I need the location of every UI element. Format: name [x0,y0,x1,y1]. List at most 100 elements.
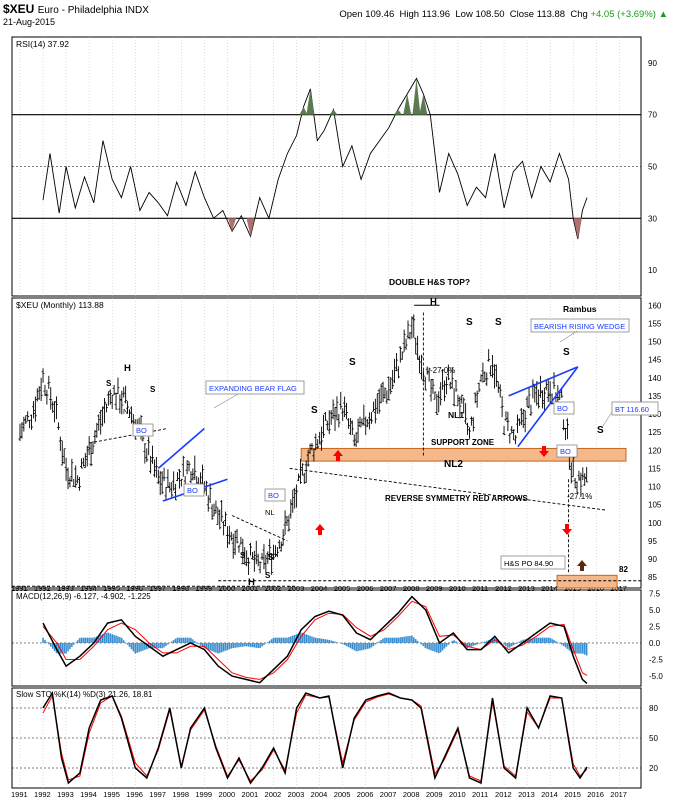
price-tick-label: 160 [648,301,662,310]
chart-annotation: S [349,357,356,368]
year-tick-label: 1995 [103,584,120,593]
wedge-upper [508,366,579,397]
price-tick-label: 105 [648,501,662,510]
rsi-oversold-fill [246,218,255,237]
year-tick-label: 2000 [218,584,235,593]
macd-tick-label: 0.0 [649,639,661,648]
wedge-lower [517,366,579,448]
bo-label-box [264,488,286,502]
chart-annotation: S [311,405,318,416]
neckline-2001 [231,515,288,542]
chart-annotation: Rambus [563,304,597,314]
bear-flag-upper [157,427,205,469]
neckline-1994 [89,428,168,444]
bear-flag-label-box [205,380,305,395]
year-tick-label: 2015 [564,790,581,799]
po-label: H&S PO 84.90 [504,559,553,568]
brown-up-arrow [577,560,587,571]
price-panel-frame [11,297,642,589]
price-tick-label: 150 [648,338,662,347]
year-tick-label: 1994 [80,790,97,799]
bt-label-box [611,401,659,416]
sto-k-line [42,690,588,785]
rsi-line [42,77,588,240]
target-zone [556,574,618,589]
callout-line [602,411,613,427]
year-tick-label: 2014 [541,790,558,799]
macd-tick-label: 2.5 [649,622,661,631]
year-tick-label: 2008 [403,790,420,799]
sto-title: Slow STO %K(14) %D(3) 21.26, 18.81 [16,690,153,699]
price-tick-label: 120 [648,446,662,455]
change-arrow: ▲ [658,9,668,20]
bt-label: BT 116.60 [615,405,649,414]
chart-annotation: SUPPORT ZONE [431,438,495,447]
year-tick-label: 2017 [610,584,627,593]
symbol-title: $XEU Euro - Philadelphia INDX [3,2,149,16]
year-tick-label: 1992 [34,790,51,799]
macd-line [42,595,588,684]
macd-tick-label: -2.5 [649,656,663,665]
year-tick-label: 2005 [334,584,351,593]
price-tick-label: 140 [648,374,662,383]
chart-annotation: S [150,385,156,394]
year-tick-label: 2003 [288,584,305,593]
wedge-label: BEARISH RISING WEDGE [534,322,625,331]
chart-annotation: S [240,551,246,560]
chart-annotation: S [466,317,473,328]
chart-annotation: S [106,379,112,388]
year-tick-label: 2013 [518,584,535,593]
bo-label-box [553,401,575,415]
rsi-tick-label: 70 [648,111,657,120]
year-tick-label: 2010 [449,790,466,799]
rsi-oversold-fill [228,218,237,232]
chart-annotation: REVERSE SYMMETRY RED ARROWS [385,494,528,503]
chart-annotation: S [265,571,271,580]
price-tick-label: 155 [648,319,662,328]
rsi-tick-label: 10 [648,266,657,275]
year-tick-label: 2004 [311,790,328,799]
price-title: $XEU (Monthly) 113.88 [16,300,104,310]
price-tick-label: 110 [648,483,661,492]
rsi-tick-label: 50 [648,163,657,172]
rsi-overbought-fill [306,88,315,115]
rsi-overbought-fill [329,109,338,115]
year-tick-label: 1995 [103,790,120,799]
price-tick-label: 135 [648,392,662,401]
bo-label-box [132,423,154,437]
wedge-label-box [530,318,630,333]
sto-panel-frame [11,687,642,789]
year-tick-label: 1996 [126,790,143,799]
year-tick-label: 1991 [11,584,28,593]
target-value: 82 [619,565,628,574]
year-tick-label: 2006 [357,584,374,593]
rsi-overbought-fill [394,109,403,115]
year-tick-label: 2002 [265,790,282,799]
chart-annotation: S [563,347,570,358]
year-tick-label: 1993 [57,584,74,593]
year-tick-label: 2012 [495,790,512,799]
chart-annotation: NL [265,508,275,517]
year-tick-label: 2007 [380,790,397,799]
price-tick-label: 125 [648,428,662,437]
price-tick-label: 95 [648,537,657,546]
year-tick-label: 1997 [149,584,166,593]
year-tick-label: 1993 [57,790,74,799]
rsi-panel-frame [11,36,642,297]
red-down-arrow [539,446,549,457]
year-tick-label: 1996 [126,584,143,593]
year-tick-label: 2006 [357,790,374,799]
rsi-overbought-fill [419,93,428,115]
year-tick-label: 2014 [541,584,558,593]
chart-annotation: -27.0% [430,366,455,375]
year-tick-label: 1992 [34,584,51,593]
year-tick-label: 2017 [610,790,627,799]
sto-tick-label: 80 [649,704,658,713]
year-tick-label: 2013 [518,790,535,799]
bear-flag-label: EXPANDING BEAR FLAG [209,384,297,393]
year-tick-label: 2011 [472,790,488,799]
rsi-oversold-fill [573,218,582,240]
chart-annotation: NL [123,407,133,416]
year-tick-label: 1998 [172,584,189,593]
year-tick-label: 2005 [334,790,351,799]
